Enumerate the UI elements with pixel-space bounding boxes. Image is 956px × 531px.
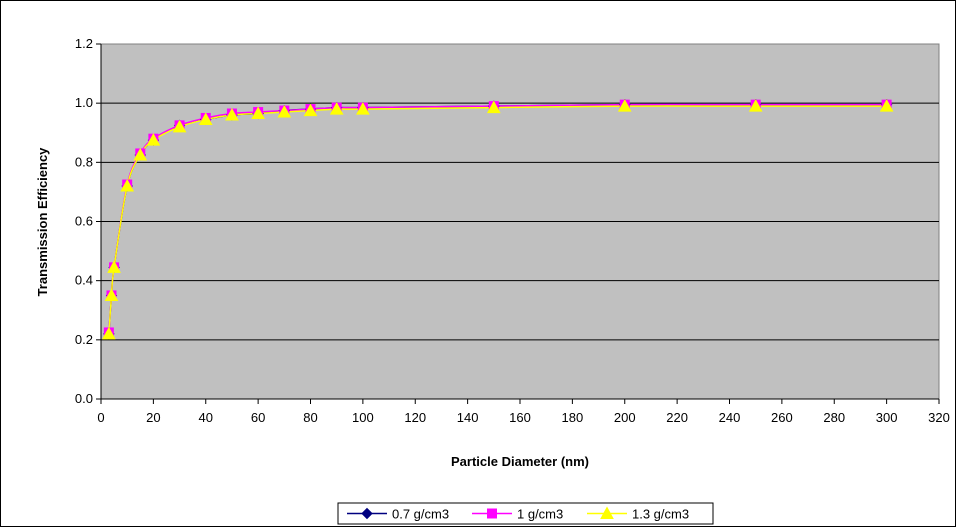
legend: 0.7 g/cm3 1 g/cm3 1.3 g/cm3 (337, 502, 714, 525)
x-tick-label: 240 (719, 410, 741, 425)
data-point-series-3 (107, 260, 121, 273)
data-point-series-3 (748, 99, 763, 112)
data-point-series-3 (329, 102, 344, 115)
x-tick-label: 40 (199, 410, 213, 425)
x-tick-label: 280 (823, 410, 845, 425)
data-point-series-3 (303, 103, 318, 117)
y-tick-label: 0.6 (75, 214, 93, 229)
data-point-series-3 (277, 104, 292, 118)
data-point-series-3 (617, 99, 632, 112)
x-tick-label: 220 (666, 410, 688, 425)
data-point-series-3 (133, 147, 148, 161)
x-tick-label: 200 (614, 410, 636, 425)
legend-label: 1.3 g/cm3 (632, 507, 689, 522)
y-tick-label: 1.2 (75, 36, 93, 51)
x-tick-label: 0 (97, 410, 104, 425)
x-tick-label: 260 (771, 410, 793, 425)
legend-swatch-marker (487, 508, 497, 519)
x-tick-label: 120 (404, 410, 426, 425)
data-point-series-3 (102, 326, 116, 340)
x-axis-title: Particle Diameter (nm) (451, 454, 589, 469)
data-point-series-3 (198, 112, 213, 125)
x-tick-label: 300 (876, 410, 898, 425)
y-tick-label: 0.0 (75, 391, 93, 406)
x-tick-label: 20 (146, 410, 160, 425)
x-tick-label: 320 (928, 410, 950, 425)
data-point-series-3 (879, 99, 894, 112)
data-point-series-3 (172, 119, 187, 133)
legend-label: 0.7 g/cm3 (392, 507, 449, 522)
y-tick-label: 0.8 (75, 154, 93, 169)
data-point-series-3 (356, 102, 370, 115)
x-tick-label: 140 (457, 410, 479, 425)
y-tick-label: 1.0 (75, 95, 93, 110)
x-tick-label: 60 (251, 410, 265, 425)
axes: 0.0 0.2 0.4 0.6 0.8 1.0 1.2 0 20 40 60 80 100 120 140 1… (75, 36, 950, 425)
y-tick-label: 0.4 (75, 273, 93, 288)
legend-box (337, 502, 714, 525)
data-point-series-3 (104, 288, 119, 301)
x-tick-label: 160 (509, 410, 531, 425)
gridlines (101, 102, 939, 341)
x-tick-label: 80 (303, 410, 317, 425)
data-point-series-3 (486, 100, 501, 114)
x-tick-label: 180 (562, 410, 584, 425)
data-point-series-3 (251, 106, 265, 120)
legend-swatch-marker (361, 507, 373, 520)
legend-swatch-marker (600, 506, 614, 519)
data-point-series-3 (120, 178, 135, 192)
data-point-series-3 (225, 107, 239, 121)
data-point-series-3 (146, 133, 161, 146)
legend-label: 1 g/cm3 (517, 507, 563, 522)
marker-layer (102, 98, 894, 340)
x-tick-label: 100 (352, 410, 374, 425)
y-axis-title: Transmission Efficiency (35, 147, 50, 297)
y-tick-label: 0.2 (75, 332, 93, 347)
